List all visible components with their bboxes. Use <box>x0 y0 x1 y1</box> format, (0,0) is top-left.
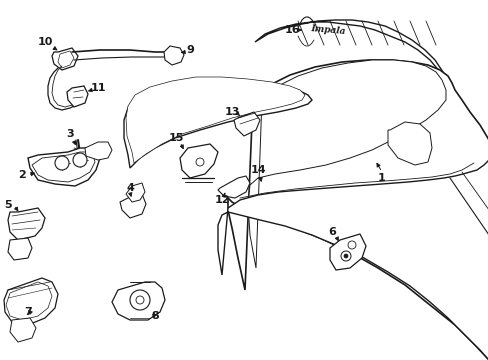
Circle shape <box>73 153 87 167</box>
Polygon shape <box>126 183 145 202</box>
Polygon shape <box>32 152 95 182</box>
Polygon shape <box>52 48 78 70</box>
Circle shape <box>130 290 150 310</box>
Text: 11: 11 <box>90 83 105 93</box>
Polygon shape <box>8 238 32 260</box>
Circle shape <box>347 241 355 249</box>
Polygon shape <box>218 176 249 198</box>
Text: Impala: Impala <box>309 24 345 36</box>
Text: 4: 4 <box>126 183 134 193</box>
Polygon shape <box>234 112 260 136</box>
Text: 10: 10 <box>37 37 53 47</box>
Polygon shape <box>387 122 431 165</box>
Polygon shape <box>124 80 311 168</box>
Polygon shape <box>4 278 58 325</box>
Circle shape <box>343 254 347 258</box>
Polygon shape <box>254 20 449 98</box>
Polygon shape <box>126 77 305 163</box>
Polygon shape <box>329 234 365 270</box>
Text: 16: 16 <box>284 25 299 35</box>
Text: 15: 15 <box>168 133 183 143</box>
Circle shape <box>136 296 143 304</box>
Polygon shape <box>28 148 100 186</box>
Text: 2: 2 <box>18 170 26 180</box>
Text: 9: 9 <box>185 45 194 55</box>
Text: 7: 7 <box>24 307 32 317</box>
Text: 1: 1 <box>377 173 385 183</box>
Text: 12: 12 <box>214 195 229 205</box>
Circle shape <box>340 251 350 261</box>
Text: 6: 6 <box>327 227 335 237</box>
Polygon shape <box>180 144 218 178</box>
Text: 3: 3 <box>66 129 74 139</box>
Circle shape <box>55 156 69 170</box>
Polygon shape <box>247 60 445 268</box>
Polygon shape <box>6 282 52 320</box>
Text: 13: 13 <box>224 107 239 117</box>
Polygon shape <box>58 51 74 68</box>
Text: 8: 8 <box>151 311 159 321</box>
Polygon shape <box>218 160 488 360</box>
Polygon shape <box>112 282 164 320</box>
Text: 5: 5 <box>4 200 12 210</box>
Circle shape <box>196 158 203 166</box>
Polygon shape <box>85 142 112 160</box>
Polygon shape <box>163 46 183 65</box>
Text: 14: 14 <box>250 165 265 175</box>
Polygon shape <box>120 194 146 218</box>
Polygon shape <box>8 208 45 240</box>
Polygon shape <box>10 318 36 342</box>
Polygon shape <box>227 60 488 360</box>
Polygon shape <box>67 86 88 107</box>
